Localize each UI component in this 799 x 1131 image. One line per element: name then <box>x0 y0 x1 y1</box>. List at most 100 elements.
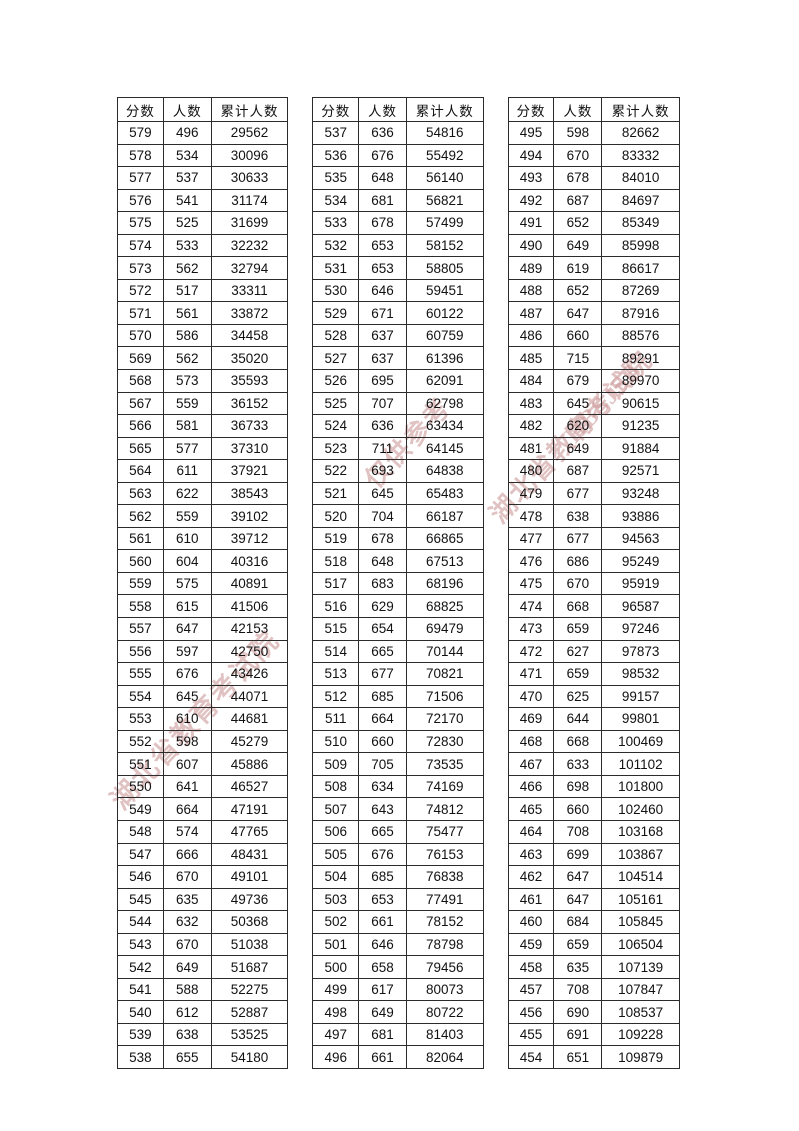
cell-score: 569 <box>117 346 164 371</box>
cell-cumulative: 97873 <box>601 639 680 664</box>
table-row: 485 715 89291 <box>507 346 680 371</box>
cell-score: 494 <box>507 143 555 168</box>
cell-score: 455 <box>507 1022 555 1047</box>
cell-cumulative: 64145 <box>405 436 484 461</box>
table-row: 577 537 30633 <box>117 166 289 190</box>
cell-cumulative: 39712 <box>210 526 289 551</box>
cell-count: 676 <box>358 842 407 867</box>
table-row: 546 670 49101 <box>117 865 289 889</box>
cell-cumulative: 32794 <box>210 256 289 280</box>
cell-score: 570 <box>117 323 164 348</box>
cell-count: 664 <box>358 707 407 731</box>
table-row: 473 659 97246 <box>507 617 680 641</box>
cell-score: 544 <box>117 910 164 934</box>
cell-score: 486 <box>507 323 555 348</box>
cell-cumulative: 97246 <box>601 617 680 641</box>
table-row: 511 664 72170 <box>312 707 484 731</box>
table-row: 541 588 52275 <box>117 977 289 1002</box>
cell-count: 638 <box>162 1022 212 1047</box>
cell-score: 519 <box>312 526 360 551</box>
cell-cumulative: 52887 <box>210 1000 289 1024</box>
cell-count: 647 <box>162 617 212 641</box>
cell-cumulative: 82064 <box>405 1045 484 1069</box>
cell-cumulative: 53525 <box>210 1022 289 1047</box>
cell-score: 548 <box>117 819 164 844</box>
cell-cumulative: 76153 <box>405 842 484 867</box>
cell-cumulative: 106504 <box>601 932 680 957</box>
cell-score: 536 <box>312 143 360 168</box>
cell-cumulative: 104514 <box>601 865 680 889</box>
cell-cumulative: 43426 <box>210 662 289 686</box>
table-row: 462 647 104514 <box>507 865 680 889</box>
cell-count: 622 <box>162 481 212 506</box>
cell-score: 528 <box>312 323 360 348</box>
table-row: 579 496 29562 <box>117 121 289 145</box>
table-row: 578 534 30096 <box>117 143 289 168</box>
cell-count: 577 <box>162 436 212 461</box>
table-row: 460 684 105845 <box>507 910 680 934</box>
cell-cumulative: 99157 <box>601 684 680 709</box>
table-row: 557 647 42153 <box>117 617 289 641</box>
cell-cumulative: 94563 <box>601 526 680 551</box>
cell-count: 574 <box>162 819 212 844</box>
cell-score: 475 <box>507 571 555 596</box>
cell-cumulative: 91235 <box>601 414 680 438</box>
cell-count: 644 <box>553 707 603 731</box>
cell-score: 491 <box>507 211 555 235</box>
cell-score: 561 <box>117 526 164 551</box>
cell-score: 496 <box>312 1045 360 1069</box>
cell-score: 514 <box>312 639 360 664</box>
cell-count: 691 <box>553 1022 603 1047</box>
cell-cumulative: 83332 <box>601 143 680 168</box>
cell-count: 559 <box>162 504 212 528</box>
table-row: 527 637 61396 <box>312 346 484 371</box>
cell-score: 463 <box>507 842 555 867</box>
table-row: 467 633 101102 <box>507 752 680 776</box>
cell-cumulative: 35593 <box>210 369 289 393</box>
cell-cumulative: 60122 <box>405 301 484 325</box>
cell-score: 564 <box>117 459 164 483</box>
cell-cumulative: 46527 <box>210 774 289 799</box>
cell-count: 711 <box>358 436 407 461</box>
table-row: 454 651 109879 <box>507 1045 680 1069</box>
cell-score: 540 <box>117 1000 164 1024</box>
table-row: 512 685 71506 <box>312 684 484 709</box>
cell-cumulative: 60759 <box>405 323 484 348</box>
cell-score: 507 <box>312 797 360 821</box>
table-row: 499 617 80073 <box>312 977 484 1002</box>
table-row: 569 562 35020 <box>117 346 289 371</box>
table-row: 524 636 63434 <box>312 414 484 438</box>
cell-cumulative: 80722 <box>405 1000 484 1024</box>
cell-cumulative: 99801 <box>601 707 680 731</box>
cell-cumulative: 108537 <box>601 1000 680 1024</box>
cell-cumulative: 87269 <box>601 278 680 303</box>
cell-count: 634 <box>358 774 407 799</box>
cell-cumulative: 44681 <box>210 707 289 731</box>
score-tables-container: 分数 人数 累计人数 579 496 29562 578 534 30096 577 537 3… <box>117 97 680 1069</box>
table-row: 574 533 32232 <box>117 233 289 258</box>
cell-count: 690 <box>553 1000 603 1024</box>
cell-score: 464 <box>507 819 555 844</box>
cell-count: 562 <box>162 346 212 371</box>
table-row: 559 575 40891 <box>117 571 289 596</box>
cell-count: 646 <box>358 278 407 303</box>
table-row: 515 654 69479 <box>312 617 484 641</box>
cell-cumulative: 71506 <box>405 684 484 709</box>
cell-count: 653 <box>358 233 407 258</box>
cell-cumulative: 80073 <box>405 977 484 1002</box>
cell-cumulative: 70144 <box>405 639 484 664</box>
table-row: 455 691 109228 <box>507 1022 680 1047</box>
table-row: 558 615 41506 <box>117 594 289 619</box>
table-row: 545 635 49736 <box>117 887 289 912</box>
cell-score: 482 <box>507 414 555 438</box>
cell-score: 537 <box>312 121 360 145</box>
cell-count: 581 <box>162 414 212 438</box>
table-row: 551 607 45886 <box>117 752 289 776</box>
cell-cumulative: 62798 <box>405 391 484 416</box>
cell-count: 610 <box>162 707 212 731</box>
table-header-row: 分数 人数 累计人数 <box>117 97 289 122</box>
table-row: 547 666 48431 <box>117 842 289 867</box>
table-row: 472 627 97873 <box>507 639 680 664</box>
table-row: 532 653 58152 <box>312 233 484 258</box>
cell-count: 670 <box>162 865 212 889</box>
